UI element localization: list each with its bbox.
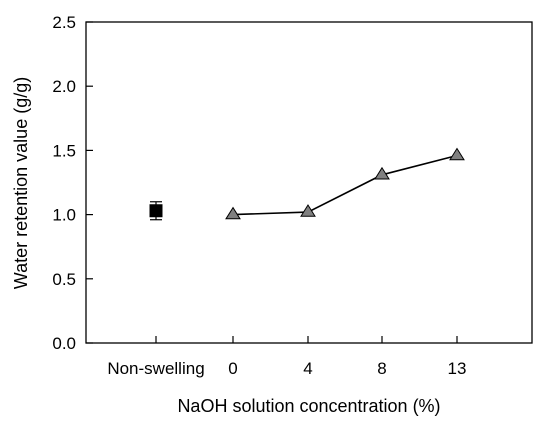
x-tick-label: 0 bbox=[228, 359, 237, 378]
y-tick-label: 0.5 bbox=[52, 270, 76, 289]
plot-series bbox=[149, 147, 465, 221]
data-point-triangle bbox=[225, 206, 241, 220]
x-axis: Non-swelling 0 4 8 13 bbox=[107, 336, 466, 378]
y-tick-label: 2.5 bbox=[52, 13, 76, 32]
y-axis-title: Water retention value (g/g) bbox=[11, 77, 31, 289]
y-tick-label: 0.0 bbox=[52, 334, 76, 353]
plot-frame bbox=[85, 21, 533, 344]
x-axis-title: NaOH solution concentration (%) bbox=[177, 396, 440, 416]
x-tick-label: Non-swelling bbox=[107, 359, 204, 378]
data-point-triangle bbox=[374, 166, 390, 180]
x-tick-label: 8 bbox=[377, 359, 386, 378]
y-axis: 0.0 0.5 1.0 1.5 2.0 2.5 bbox=[52, 13, 93, 353]
data-point-square bbox=[149, 204, 163, 218]
y-tick-label: 1.0 bbox=[52, 206, 76, 225]
data-point-triangle bbox=[449, 147, 465, 161]
y-tick-label: 2.0 bbox=[52, 77, 76, 96]
x-tick-label: 4 bbox=[303, 359, 312, 378]
series-line bbox=[232, 154, 458, 216]
data-point-triangle bbox=[300, 204, 316, 217]
y-tick-label: 1.5 bbox=[52, 141, 76, 160]
x-tick-label: 13 bbox=[448, 359, 467, 378]
